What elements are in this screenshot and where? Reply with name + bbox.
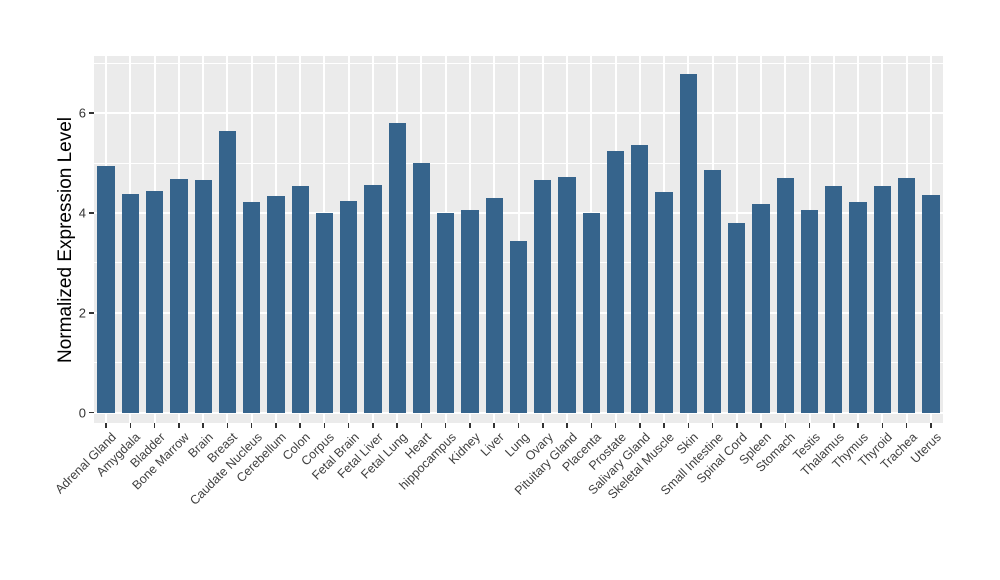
- bar-ovary: [534, 179, 552, 413]
- bar-breast: [218, 131, 237, 413]
- x-tick-mark-fetal-lung: [396, 423, 398, 428]
- x-tick-mark-amygdala: [129, 423, 132, 428]
- bar-fetal-liver: [364, 185, 382, 413]
- x-tick-mark-spinal-cord: [736, 423, 738, 428]
- bar-pituitary-gland: [558, 176, 576, 413]
- x-tick-mark-trachea: [905, 423, 908, 428]
- y-axis-title: Normalized Expression Level: [55, 116, 76, 364]
- bar-fetal-lung: [388, 122, 406, 413]
- plot-panel: [94, 56, 943, 423]
- x-tick-mark-brain: [202, 423, 204, 428]
- x-tick-mark-hippocampus: [444, 423, 447, 428]
- x-tick-mark-stomach: [784, 423, 787, 428]
- bar-thyroid: [873, 185, 891, 413]
- x-tick-mark-thymus: [857, 423, 859, 428]
- bar-fetal-brain: [340, 201, 358, 413]
- y-tick-label-2: 2: [78, 305, 86, 321]
- x-tick-mark-prostate: [614, 423, 617, 428]
- x-tick-mark-salivary-gland: [639, 423, 641, 428]
- x-tick-mark-heart: [420, 423, 423, 428]
- x-tick-mark-breast: [226, 423, 229, 428]
- y-tick-mark-6: [89, 112, 94, 114]
- x-tick-mark-placenta: [590, 423, 593, 428]
- bar-spinal-cord: [728, 222, 746, 413]
- x-tick-mark-testis: [808, 423, 811, 428]
- x-tick-mark-skin: [687, 423, 690, 428]
- x-tick-mark-adrenal-gland: [105, 423, 107, 428]
- x-tick-mark-lung: [517, 423, 520, 428]
- bar-adrenal-gland: [97, 166, 115, 413]
- x-tick-mark-fetal-brain: [347, 423, 350, 428]
- major-gridline-x-lung: [517, 56, 520, 423]
- bar-small-intestine: [703, 169, 722, 413]
- bar-skin: [679, 74, 697, 413]
- bar-heart: [412, 162, 431, 413]
- bar-prostate: [606, 151, 625, 413]
- y-tick-label-0: 0: [78, 405, 86, 421]
- bar-trachea: [897, 178, 916, 413]
- x-tick-mark-corpus: [323, 423, 326, 428]
- x-tick-mark-caudate-nucleus: [250, 423, 253, 428]
- x-tick-mark-small-intestine: [711, 423, 714, 428]
- bar-skeletal-muscle: [655, 191, 673, 413]
- x-tick-mark-spleen: [760, 423, 762, 428]
- bar-corpus: [315, 212, 334, 413]
- bar-uterus: [922, 194, 940, 413]
- y-tick-mark-4: [89, 212, 94, 214]
- bar-caudate-nucleus: [243, 202, 261, 413]
- x-tick-mark-liver: [493, 423, 495, 428]
- bar-thymus: [849, 201, 867, 413]
- x-tick-mark-ovary: [542, 423, 544, 428]
- bar-liver: [485, 198, 503, 413]
- y-tick-label-4: 4: [78, 205, 86, 221]
- bar-lung: [509, 241, 528, 413]
- bar-cerebellum: [267, 196, 285, 413]
- bar-kidney: [461, 209, 479, 413]
- bar-thalamus: [825, 186, 843, 413]
- bar-bone-marrow: [170, 178, 188, 413]
- bar-hippocampus: [437, 213, 455, 413]
- bar-bladder: [145, 190, 164, 413]
- x-tick-mark-skeletal-muscle: [663, 423, 665, 428]
- y-tick-mark-0: [89, 411, 94, 414]
- bar-brain: [194, 180, 212, 413]
- x-tick-mark-pituitary-gland: [566, 423, 568, 428]
- y-tick-mark-2: [89, 312, 94, 314]
- x-tick-mark-thalamus: [833, 423, 835, 428]
- x-tick-mark-colon: [299, 423, 301, 428]
- bar-testis: [800, 209, 819, 413]
- bar-spleen: [752, 203, 770, 413]
- bar-placenta: [582, 213, 600, 413]
- bar-amygdala: [121, 194, 140, 413]
- x-tick-mark-uterus: [930, 423, 932, 428]
- y-tick-label-6: 6: [78, 105, 86, 121]
- bar-colon: [291, 185, 309, 413]
- x-tick-mark-kidney: [469, 423, 471, 428]
- bar-stomach: [776, 178, 794, 413]
- x-tick-mark-thyroid: [881, 423, 884, 428]
- x-tick-mark-bladder: [153, 423, 156, 428]
- x-tick-mark-bone-marrow: [178, 423, 180, 428]
- x-tick-label-liver: Liver: [478, 430, 508, 460]
- x-tick-mark-cerebellum: [275, 423, 277, 428]
- bar-salivary-gland: [631, 145, 649, 413]
- x-tick-mark-fetal-liver: [372, 423, 374, 428]
